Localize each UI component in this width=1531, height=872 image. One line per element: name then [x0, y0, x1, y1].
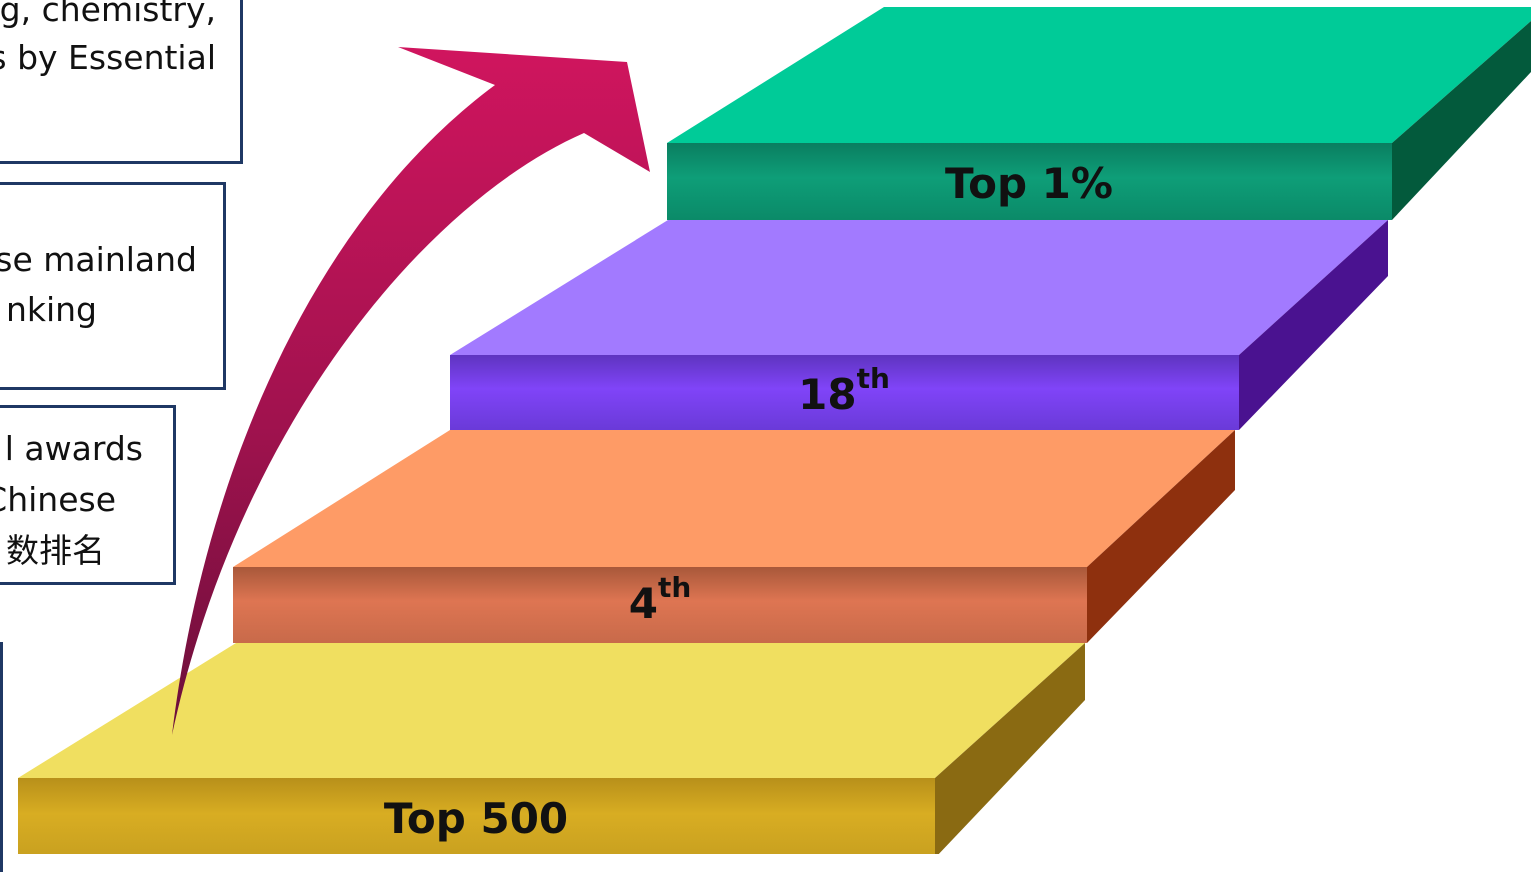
step-18th — [450, 220, 1388, 430]
step-top-500-front — [18, 778, 935, 854]
text-box-1: g, chemistry, s by Essential — [0, 0, 243, 164]
text-box-2-line-2: nking — [5, 290, 97, 329]
upward-arrow-icon — [172, 47, 650, 735]
step-4th-front — [233, 567, 1087, 643]
step-18th-side — [1239, 220, 1388, 430]
step-4th-top — [233, 430, 1235, 567]
text-box-3-line-1: l awards — [4, 429, 143, 468]
step-4th — [233, 430, 1235, 643]
text-box-3-line-3: 数排名 — [6, 531, 105, 570]
staircase-diagram — [18, 7, 1531, 854]
step-18th-front — [450, 355, 1239, 430]
step-top-500-side — [935, 643, 1085, 854]
step-label-4th: 4th — [628, 571, 692, 628]
text-box-2-line-1: se mainland — [0, 240, 197, 279]
step-top-1-percent-side — [1392, 21, 1531, 220]
text-box-2: se mainland nking — [0, 182, 226, 390]
step-18th-top — [450, 220, 1388, 355]
text-box-3-line-2: Chinese — [0, 480, 116, 519]
text-box-3: l awards Chinese 数排名 — [0, 405, 176, 585]
step-4th-side — [1087, 430, 1235, 643]
step-label-top-1-percent: Top 1% — [945, 159, 1113, 208]
text-box-1-line-1: g, chemistry, — [0, 0, 216, 29]
step-top-500 — [18, 643, 1085, 854]
step-top-1-percent — [667, 7, 1531, 220]
step-label-18th: 18th — [798, 362, 890, 419]
step-top-500-top — [18, 643, 1085, 778]
step-label-top-500: Top 500 — [383, 794, 569, 843]
step-top-1-percent-top — [667, 7, 1531, 143]
step-top-1-percent-front — [667, 143, 1392, 220]
text-box-1-line-2: s by Essential — [0, 38, 216, 77]
